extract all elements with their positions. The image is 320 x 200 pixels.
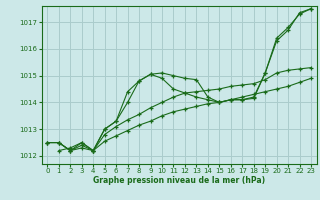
X-axis label: Graphe pression niveau de la mer (hPa): Graphe pression niveau de la mer (hPa) xyxy=(93,176,265,185)
